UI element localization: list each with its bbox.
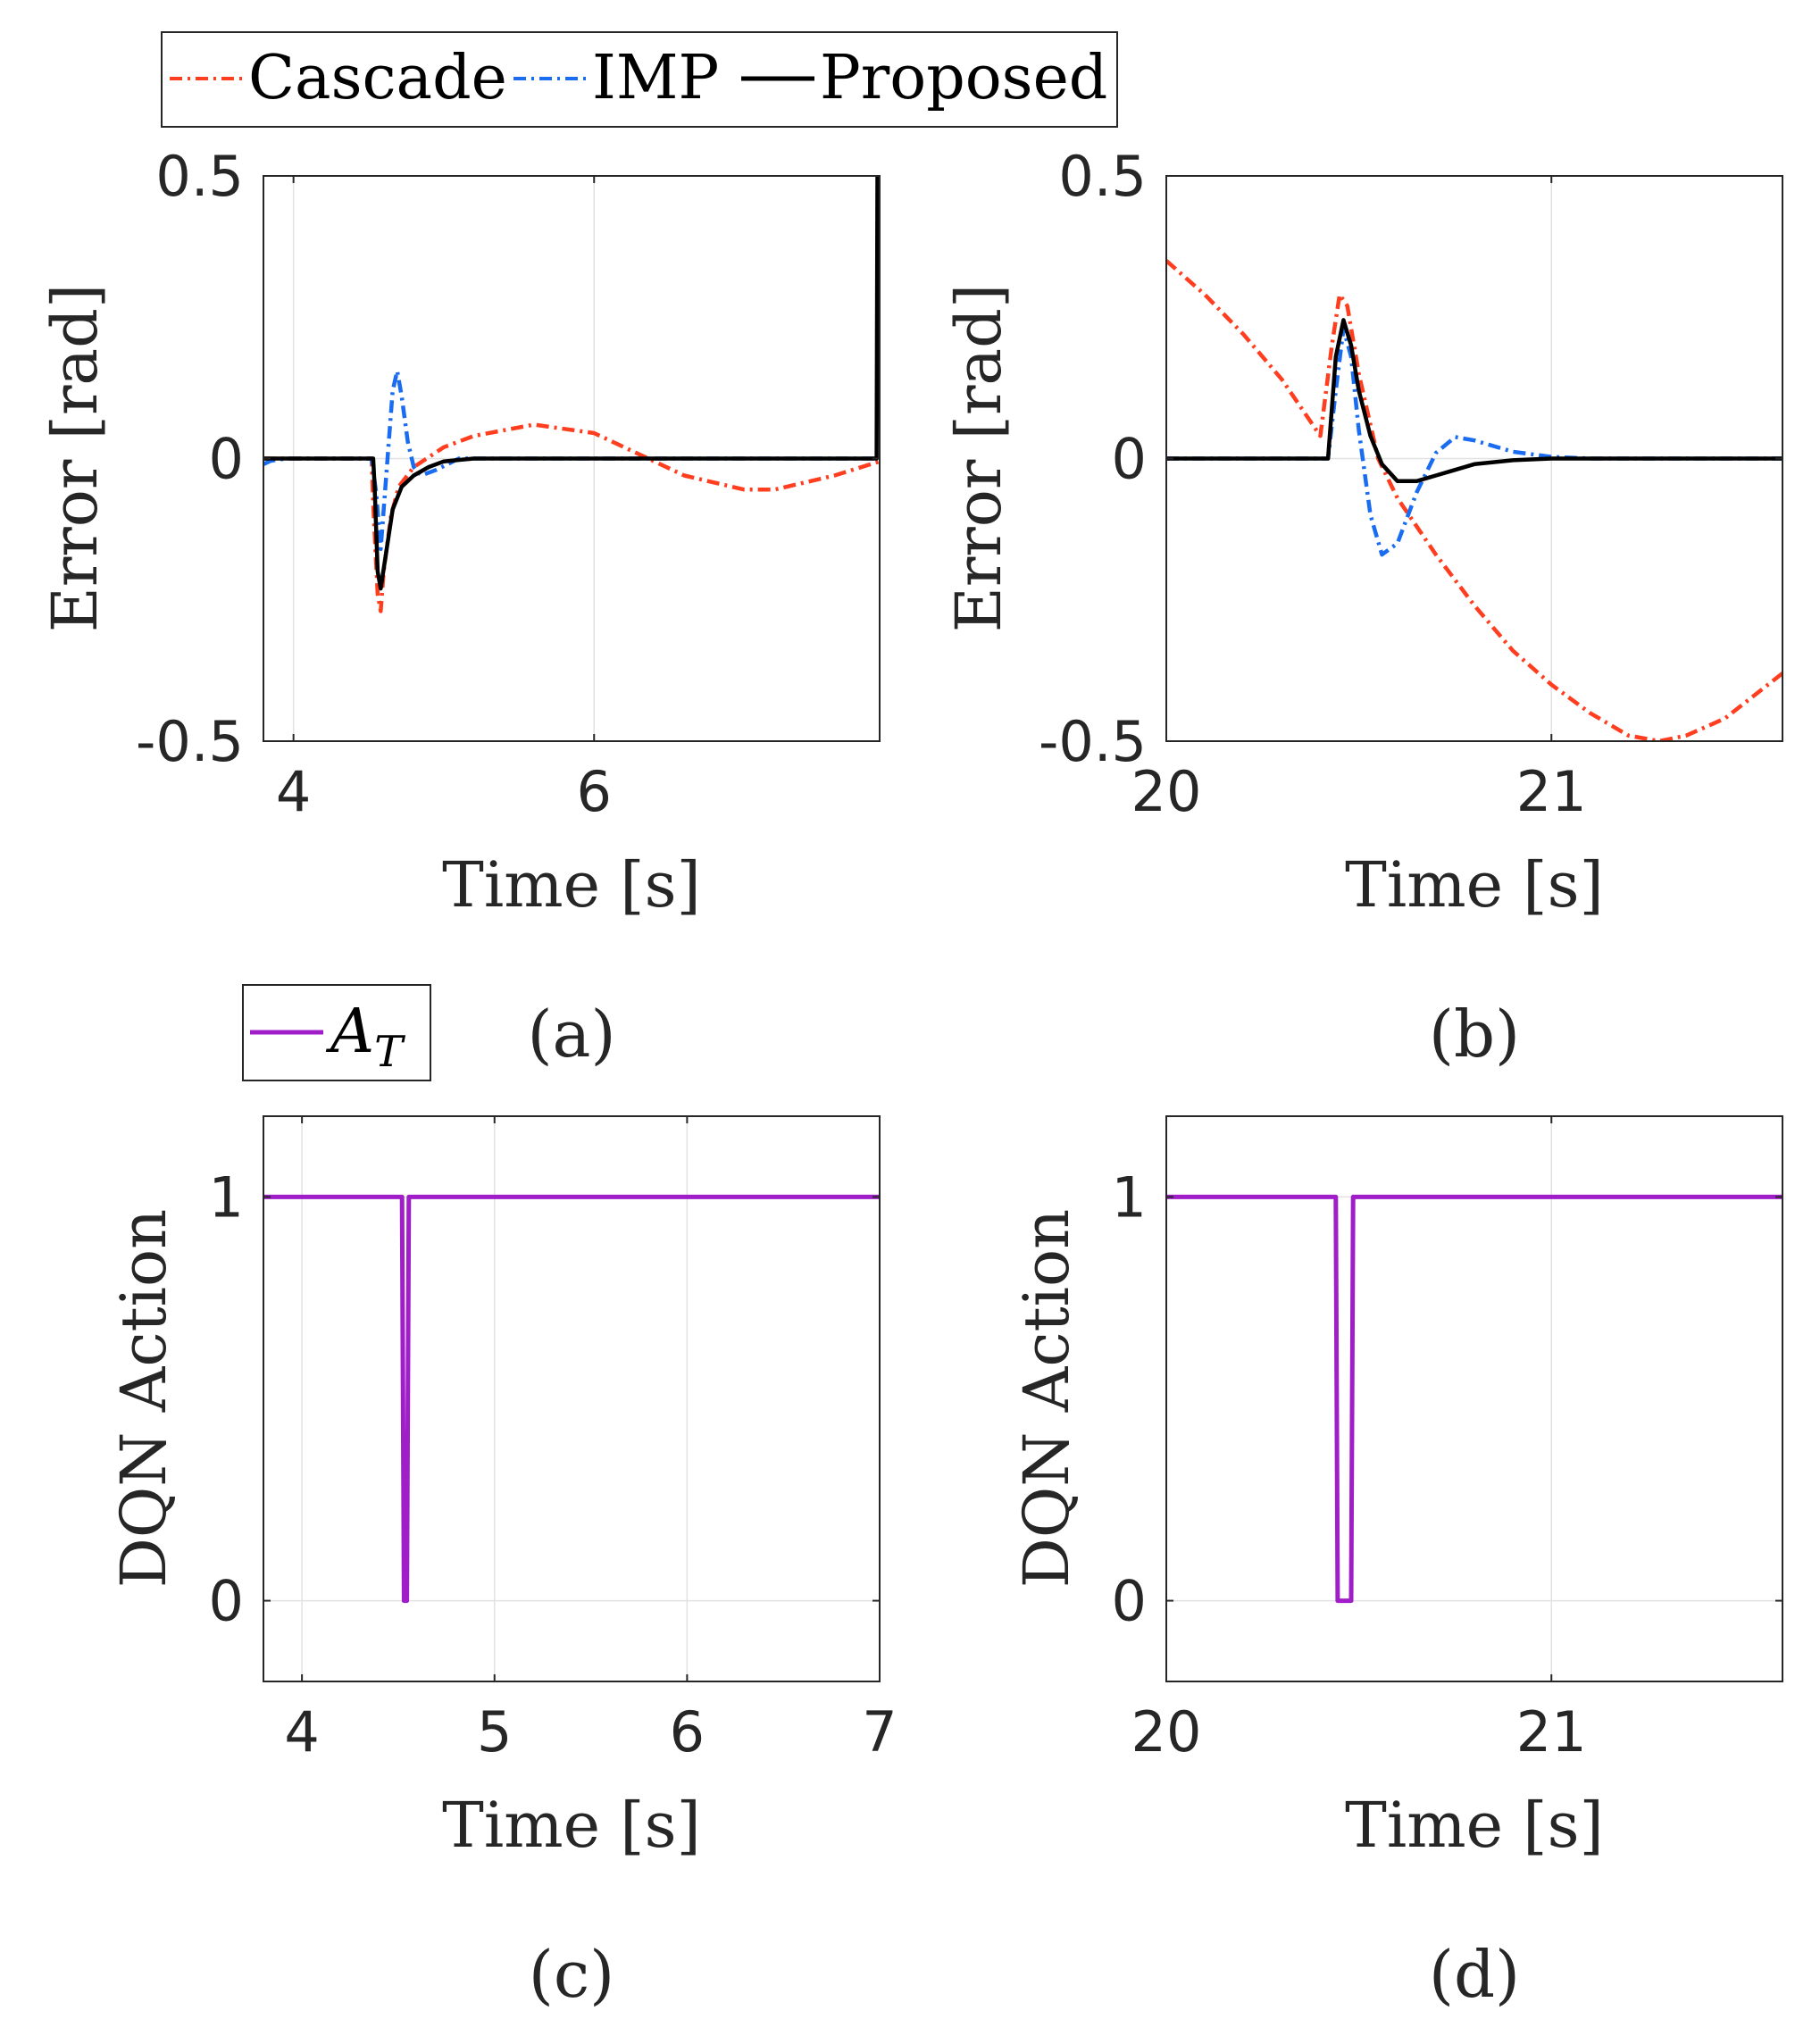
panel-a-series-imp [263,369,880,552]
panel-c-xtick-label-7: 7 [862,1699,897,1765]
panel-c-frame [263,1115,881,1682]
panel-d-plot-area [1166,1116,1782,1681]
panel-a-series-proposed [263,176,880,591]
panel-a-xtick-label-6: 6 [577,759,612,824]
panel-b-ytick-label-0: 0 [1112,427,1147,492]
legend-at-sub: T [374,1027,405,1077]
panel-b-ylabel: Error [rad] [942,284,1015,633]
panel-c-ylabel: DQN Action [107,1209,180,1589]
panel-b-series-cascade [1166,259,1782,741]
panel-a-caption: (a) [527,997,615,1072]
panel-a-ylabel: Error [rad] [38,284,112,633]
legend-bottom: AT [242,984,431,1081]
panel-d-caption: (d) [1429,1937,1520,2012]
panel-c-ytick-label-1: 1 [209,1164,244,1230]
panel-b-series-proposed [1166,318,1782,484]
panel-b-ytick-label-0-5: -0.5 [1039,709,1147,774]
legend-imp-label: IMP [592,43,719,113]
panel-b-ytick-label-0-5: 0.5 [1058,144,1147,209]
legend-cascade-label: Cascade [248,43,507,113]
panel-d-series-a-t [1166,1194,1782,1604]
panel-c-xlabel: Time [s] [442,1789,701,1862]
panel-b-series [1166,259,1782,741]
panel-a-xtick-label-4: 4 [276,759,311,824]
panel-d-series [1166,1194,1782,1604]
panel-a-ytick-label-0-5: 0.5 [155,144,244,209]
panel-b-ticks: 20 21 -0.5 0 0.5 [1039,144,1782,824]
panel-c-ytick-label-0: 0 [209,1569,244,1634]
panel-c-plot-area [263,1116,880,1681]
panel-d-xtick-label-20: 20 [1131,1699,1202,1765]
panel-d-dqn-chart: 20 21 0 1 Time [s] DQN Action (d) [1010,1115,1783,2012]
panel-b-xtick-label-21: 21 [1516,759,1587,824]
panel-d-xtick-label-21: 21 [1516,1699,1587,1765]
panel-d-xlabel: Time [s] [1345,1789,1604,1862]
panel-c-ticks: 4 5 6 7 0 1 [209,1116,897,1765]
panel-a-ticks: 4 6 -0.5 0 0.5 [136,144,880,824]
panel-b-error-chart: 20 21 -0.5 0 0.5 Time [s] Error [rad] (b) [942,144,1783,1072]
panel-b-caption: (b) [1429,997,1520,1072]
panel-b-xlabel: Time [s] [1345,848,1604,922]
panel-a-error-chart: 4 6 -0.5 0 0.5 Time [s] Error [rad] (a) [38,144,881,1072]
legend-at-label: AT [325,997,405,1077]
panel-b-xtick-label-20: 20 [1131,759,1202,824]
panel-a-series [263,176,880,613]
panel-a-xlabel: Time [s] [442,848,701,922]
panel-c-series-a-t [263,1194,880,1604]
panel-a-series-cascade [263,422,880,613]
panel-c-series [263,1194,880,1604]
panel-d-ytick-label-0: 0 [1112,1569,1147,1634]
panel-a-ytick-label-0-5: -0.5 [136,709,244,774]
panel-d-ticks: 20 21 0 1 [1112,1116,1782,1765]
panel-d-ytick-label-1: 1 [1112,1164,1147,1230]
panel-c-xtick-label-4: 4 [284,1699,319,1765]
legend-top-box [161,31,1118,128]
panel-c-dqn-chart: 4 5 6 7 0 1 Time [s] DQN Action (c) [107,1115,897,2012]
panel-c-xtick-label-5: 5 [477,1699,512,1765]
panel-d-frame [1165,1115,1783,1682]
panel-a-ytick-label-0: 0 [209,427,244,492]
legend-proposed-label: Proposed [820,43,1107,113]
panel-c-xtick-label-6: 6 [670,1699,705,1765]
panel-c-caption: (c) [529,1937,615,2012]
panel-d-ylabel: DQN Action [1010,1209,1083,1589]
legend-top: Cascade IMP Proposed [161,31,1118,128]
legend-at-main: A [325,997,374,1067]
